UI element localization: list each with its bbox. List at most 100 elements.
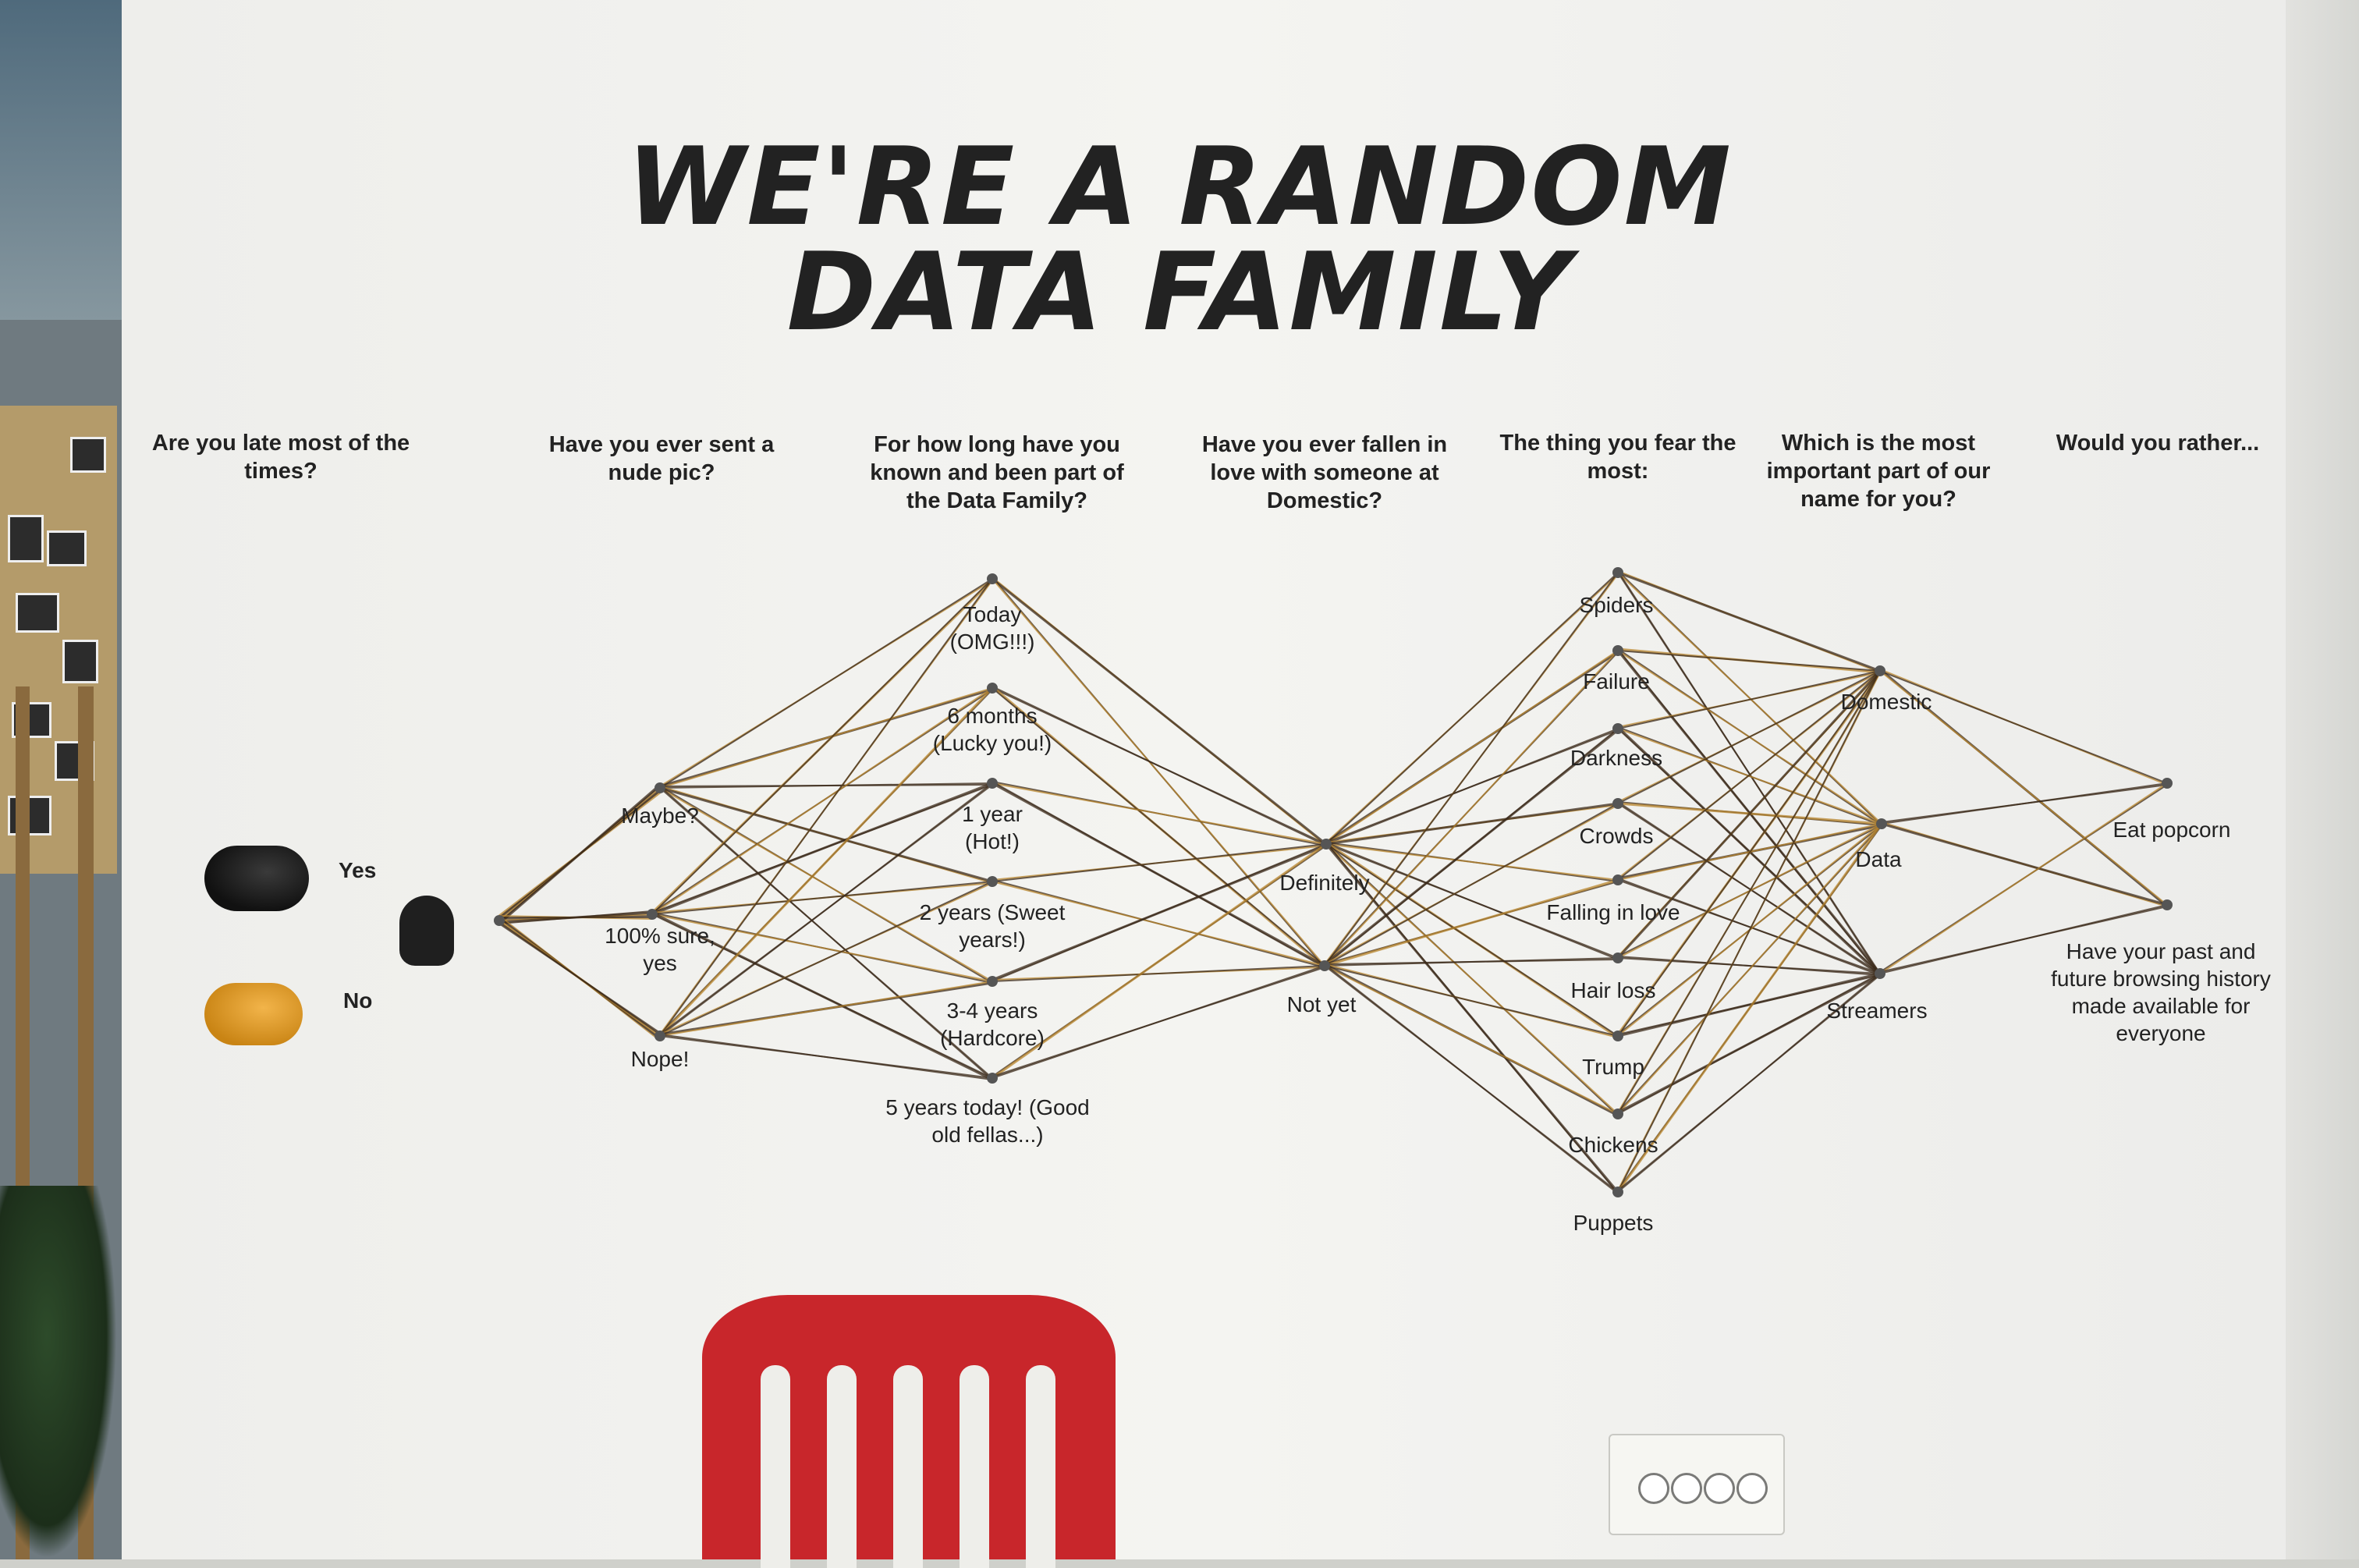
string	[1617, 957, 1881, 974]
string	[1879, 670, 2168, 784]
string	[651, 913, 993, 982]
string	[1325, 728, 1619, 845]
option-domestic: Domestic	[1840, 690, 1932, 714]
string	[1324, 728, 1619, 967]
string	[1617, 728, 1882, 825]
string	[659, 782, 993, 1037]
peg	[987, 573, 998, 584]
option-darkness: Darkness	[1570, 746, 1663, 770]
title-line-2: DATA FAMILY	[786, 229, 1573, 355]
string	[991, 782, 1325, 967]
peg	[1319, 960, 1330, 971]
option-failure: Failure	[1583, 669, 1650, 694]
string	[1617, 571, 1881, 672]
pinned-photo	[62, 640, 98, 683]
string	[991, 965, 1325, 1079]
wall-corner	[2286, 0, 2359, 1559]
peg	[2162, 899, 2173, 910]
string	[991, 843, 1327, 982]
string	[1617, 572, 1881, 974]
string	[1879, 782, 2168, 974]
peg	[987, 778, 998, 789]
string	[651, 782, 993, 916]
option-5-years: 5 years today! (Good old fellas...)	[885, 1095, 1090, 1147]
peg	[1612, 1109, 1623, 1119]
string	[1617, 823, 1882, 1115]
option-2-years: 2 years (Sweet years!)	[919, 900, 1066, 952]
string	[659, 787, 993, 982]
string	[659, 687, 993, 789]
peg	[1321, 839, 1332, 850]
string	[659, 881, 993, 1037]
string	[1617, 670, 1881, 804]
string	[1617, 670, 1881, 1115]
string	[991, 843, 1327, 882]
option-definitely: Definitely	[1279, 871, 1370, 895]
string	[1325, 572, 1619, 845]
no-spool	[204, 983, 303, 1045]
string	[1881, 782, 2168, 825]
string	[1879, 904, 2168, 974]
string	[1325, 802, 1619, 846]
option-3-4-years: 3-4 years (Hardcore)	[940, 999, 1045, 1050]
peg	[1612, 645, 1623, 656]
string	[991, 782, 1327, 845]
string	[1617, 972, 1881, 1038]
string	[498, 783, 661, 925]
string	[651, 687, 993, 915]
string	[1325, 650, 1619, 845]
option-yes: Yes	[339, 858, 377, 882]
chair-slot	[761, 1365, 790, 1568]
option-trump: Trump	[1582, 1055, 1644, 1079]
option-spiders: Spiders	[1579, 593, 1654, 617]
string	[1324, 965, 1619, 1037]
option-100-sure: 100% sure, yes	[605, 924, 715, 975]
string	[659, 786, 993, 883]
string	[1617, 650, 1881, 672]
string	[1617, 670, 1881, 1193]
question-how-long: For how long have you known and been par…	[870, 432, 1124, 513]
option-no: No	[343, 988, 373, 1013]
string	[1324, 572, 1619, 967]
option-chickens: Chickens	[1568, 1133, 1658, 1157]
room-background	[0, 0, 123, 1559]
string	[991, 687, 1325, 967]
string	[991, 843, 1327, 1080]
peg	[654, 782, 665, 793]
socket	[1704, 1473, 1735, 1504]
question-name-part: Which is the most important part of our …	[1766, 431, 1991, 512]
string	[658, 686, 994, 1038]
peg	[1612, 567, 1623, 578]
string	[659, 782, 993, 789]
string	[659, 981, 993, 1037]
string	[659, 1035, 993, 1079]
string	[1617, 973, 1881, 1193]
string	[1616, 669, 1882, 960]
string	[1325, 843, 1619, 959]
string	[498, 910, 653, 924]
string	[1324, 878, 1619, 967]
peg	[1612, 953, 1623, 963]
string	[1325, 843, 1619, 1193]
ceiling	[0, 0, 123, 320]
string	[1879, 670, 2168, 906]
string	[498, 923, 661, 1034]
peg	[1876, 818, 1887, 829]
string	[1617, 670, 1881, 1037]
string	[1617, 670, 1881, 881]
string	[1324, 803, 1619, 967]
socket	[1671, 1473, 1702, 1504]
question-fallen-in-love: Have you ever fallen in love with someon…	[1201, 432, 1448, 513]
string	[1325, 843, 1619, 1037]
option-popcorn: Eat popcorn	[2112, 818, 2231, 842]
option-nope: Nope!	[630, 1047, 690, 1071]
peg	[1612, 1187, 1623, 1197]
pinned-photo	[70, 437, 106, 473]
peg	[987, 683, 998, 694]
string	[659, 787, 993, 1079]
string	[991, 577, 1327, 846]
peg	[987, 876, 998, 887]
string	[1617, 879, 1881, 974]
